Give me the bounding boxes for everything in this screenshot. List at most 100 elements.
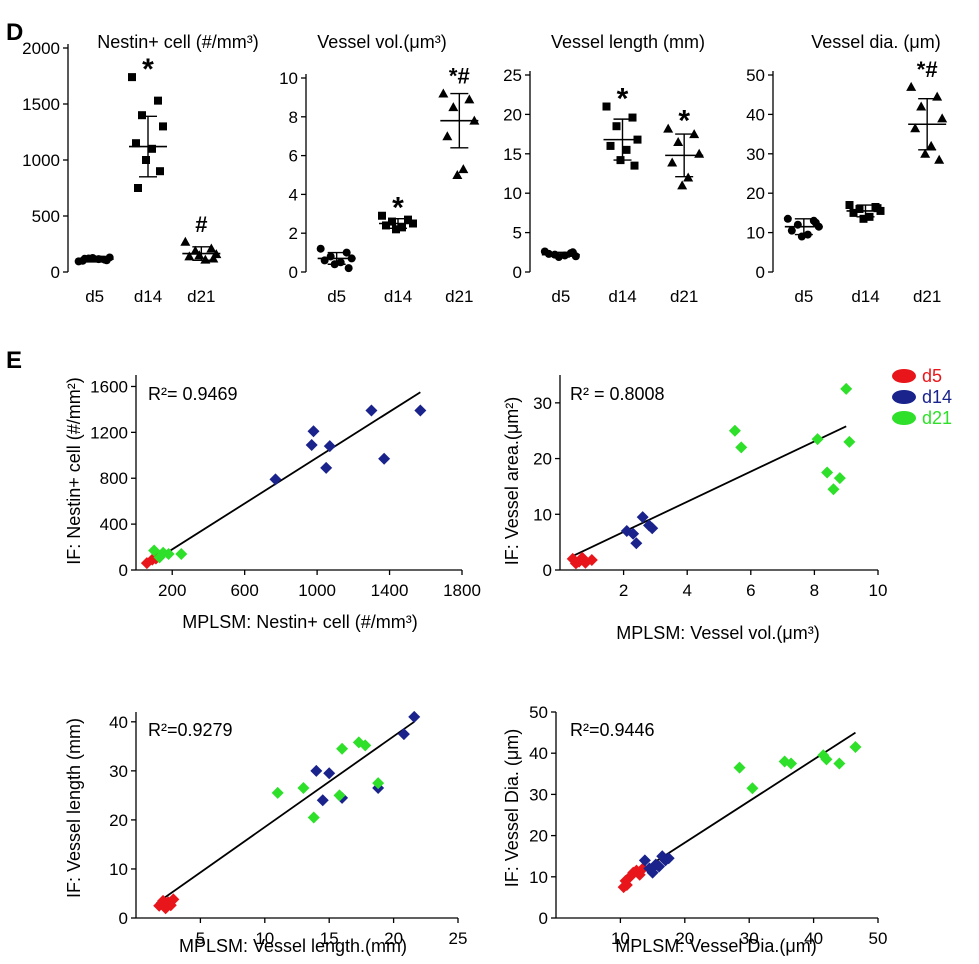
data-point <box>677 180 688 190</box>
x-tick-label: 5 <box>196 929 205 948</box>
legend-label-d14: d14 <box>922 387 952 407</box>
data-point <box>464 94 475 104</box>
data-point <box>180 236 191 246</box>
data-point <box>622 145 631 154</box>
data-point <box>388 217 396 226</box>
significance-mark: *# <box>449 64 470 89</box>
r-squared-label: R²= 0.9469 <box>148 384 238 404</box>
data-point <box>612 122 621 131</box>
x-tick-label: d21 <box>445 287 473 306</box>
data-point <box>628 113 637 122</box>
scatter-plot-0: 0 400 800 1200 1600 200 600 1000 1400 1800 MPLSM: … <box>64 375 481 632</box>
x-tick-label: 20 <box>675 929 694 948</box>
data-point <box>392 225 400 234</box>
data-point-d21 <box>162 547 175 560</box>
data-point <box>142 156 150 164</box>
data-point <box>787 226 796 235</box>
x-tick-label: 25 <box>449 929 468 948</box>
x-tick-label: 4 <box>682 581 691 600</box>
x-tick-label: d14 <box>134 287 162 306</box>
data-point <box>448 102 459 112</box>
y-tick-label: 0 <box>289 263 298 282</box>
y-tick-label: 20 <box>109 811 128 830</box>
data-point-d21 <box>735 441 748 454</box>
x-tick-label: d21 <box>187 287 215 306</box>
data-point-d21 <box>785 757 798 770</box>
x-tick-label: 1800 <box>443 581 481 600</box>
significance-mark: * <box>142 53 154 86</box>
x-tick-label: d21 <box>670 287 698 306</box>
data-point-d14 <box>320 461 333 474</box>
regression-line <box>156 721 415 905</box>
data-point <box>673 136 684 146</box>
y-tick-label: 0 <box>119 561 128 580</box>
data-point <box>206 243 217 253</box>
data-point-d21 <box>840 382 853 395</box>
data-point <box>190 245 201 255</box>
y-tick-label: 10 <box>279 69 298 88</box>
data-point <box>320 256 329 265</box>
data-point-d14 <box>307 425 320 438</box>
x-tick-label: 15 <box>320 929 339 948</box>
legend-label-d5: d5 <box>922 366 942 386</box>
y-tick-label: 20 <box>746 184 765 203</box>
data-point-d14 <box>365 404 378 417</box>
y-tick-label: 0 <box>539 909 548 928</box>
x-tick-label: 10 <box>255 929 274 948</box>
data-point-d14 <box>630 537 643 550</box>
data-point <box>208 253 219 263</box>
y-tick-label: 40 <box>529 744 548 763</box>
panel-label-d: D <box>6 19 23 46</box>
data-point-d14 <box>636 511 649 524</box>
x-tick-label: 10 <box>611 929 630 948</box>
data-point-d21 <box>148 544 161 557</box>
y-tick-label: 15 <box>503 145 522 164</box>
data-point-d5 <box>636 862 649 875</box>
y-tick-label: 1200 <box>90 423 128 442</box>
data-point <box>148 144 156 153</box>
data-point <box>438 88 449 98</box>
data-point <box>568 248 577 257</box>
y-tick-label: 10 <box>746 224 765 243</box>
data-point <box>347 254 356 263</box>
y-tick-label: 0 <box>513 263 522 282</box>
y-tick-label: 800 <box>100 469 128 488</box>
data-point-d14 <box>316 794 329 807</box>
data-point-d5 <box>585 553 598 566</box>
y-tick-label: 6 <box>289 147 298 166</box>
legend-swatch-d5 <box>892 369 916 383</box>
data-point-d21 <box>849 741 862 754</box>
y-tick-label: 50 <box>746 66 765 85</box>
data-point <box>409 219 417 228</box>
y-axis-label: IF: Vessel length (mm) <box>64 718 84 898</box>
y-tick-label: 1600 <box>90 377 128 396</box>
data-point-d5 <box>619 874 632 887</box>
x-tick-label: d14 <box>608 287 636 306</box>
x-axis-label: MPLSM: Vessel length.(mm) <box>179 936 407 956</box>
data-point-d14 <box>646 522 659 535</box>
data-point <box>934 154 945 164</box>
data-point-d14 <box>378 452 391 465</box>
data-point-d21 <box>733 761 746 774</box>
x-axis-label: MPLSM: Vessel vol.(μm³) <box>616 623 819 643</box>
y-tick-label: 20 <box>503 105 522 124</box>
chart-title: Vessel length (mm) <box>551 32 705 52</box>
scatter-plot-1: 0 10 20 30 2 4 6 8 10 MPLSM: Vessel vol.(μm³) IF: … <box>502 375 887 643</box>
chart-title: Nestin+ cell (#/mm³) <box>97 32 259 52</box>
x-tick-label: 200 <box>158 581 186 600</box>
y-tick-label: 10 <box>109 860 128 879</box>
dot-plot-3: Vessel dia. (μm) 0 10 20 30 40 50 d5 d14 d21 *# <box>746 32 948 306</box>
significance-mark: * <box>617 83 629 116</box>
data-point <box>102 256 111 265</box>
y-tick-label: 5 <box>513 224 522 243</box>
y-tick-label: 20 <box>533 450 552 469</box>
y-tick-label: 400 <box>100 515 128 534</box>
data-point-d21 <box>359 739 372 752</box>
x-tick-label: 10 <box>869 581 888 600</box>
y-tick-label: 10 <box>503 184 522 203</box>
data-point-d21 <box>811 433 824 446</box>
data-point-d14 <box>653 860 666 873</box>
data-point <box>667 157 678 167</box>
data-point <box>783 214 792 223</box>
